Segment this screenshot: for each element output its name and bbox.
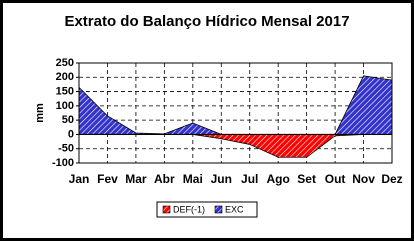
legend-swatch [214,205,223,214]
y-tick-label: -50 [58,143,74,155]
plot-border [78,62,393,164]
x-tick-label: Set [297,172,316,186]
y-tick-label: 250 [56,57,74,69]
legend-label: EXC [225,204,244,214]
legend-swatch [162,205,171,214]
x-tick-label: Dez [381,172,402,186]
x-tick-label: Abr [154,172,175,186]
x-tick-label: Fev [97,172,118,186]
legend-label: DEF(-1) [173,204,205,214]
y-tick-label: 200 [56,71,74,83]
x-tick-label: Jun [211,172,232,186]
y-tick-label: 150 [56,85,74,97]
x-tick-label: Jul [241,172,258,186]
chart-title: Extrato do Balanço Hídrico Mensal 2017 [64,13,349,30]
plot-area [79,63,392,163]
y-tick-label: 50 [62,114,74,126]
y-tick-label: -100 [52,157,74,169]
x-tick-label: Out [325,172,346,186]
y-tick-label: 100 [56,100,74,112]
x-tick-label: Ago [267,172,290,186]
x-tick-label: Jan [69,172,90,186]
x-tick-label: Nov [352,172,375,186]
x-tick-label: Mai [183,172,203,186]
y-axis-label: mm [34,103,46,123]
x-tick-label: Mar [125,172,147,186]
legend [156,201,258,218]
y-tick-label: 0 [68,128,74,140]
